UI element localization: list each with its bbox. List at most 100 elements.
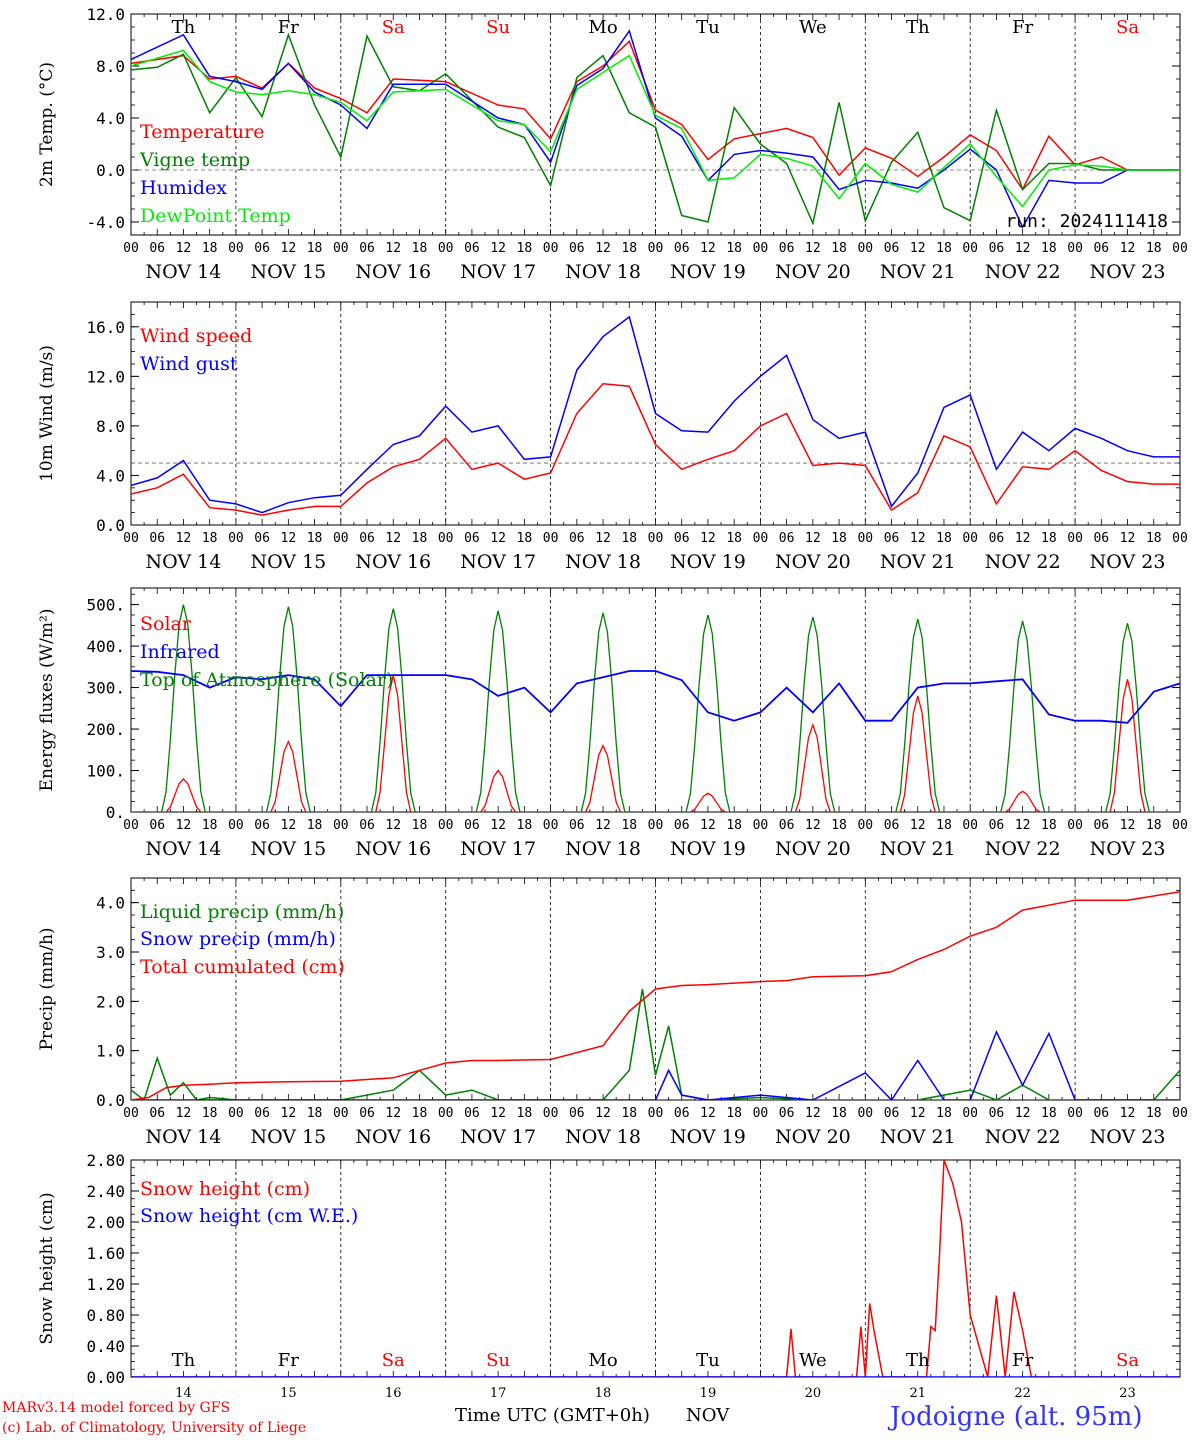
day-label: Sa: [382, 17, 405, 38]
hour-label: 06: [779, 1106, 795, 1121]
hour-label: 00: [753, 1106, 769, 1121]
hour-label: 18: [621, 241, 637, 256]
hour-label: 12: [281, 1106, 297, 1121]
liquid-precip-mm-h--series: [131, 988, 1180, 1100]
day-label: Su: [486, 1350, 510, 1371]
day-number: 21: [909, 1386, 926, 1401]
hour-label: 18: [936, 241, 952, 256]
wind-speed-series: [131, 383, 1180, 516]
hour-label: 06: [1093, 241, 1109, 256]
hour-label: 00: [123, 531, 139, 546]
y-axis-label: Snow height (cm): [37, 1192, 57, 1344]
date-label: NOV 22: [985, 1126, 1061, 1148]
y-tick-label: 12.0: [86, 5, 125, 24]
hour-label: 00: [857, 531, 873, 546]
hour-label: 18: [726, 1106, 742, 1121]
date-label: NOV 18: [565, 261, 641, 283]
y-tick-label: 0.00: [86, 1368, 125, 1387]
hour-label: 18: [1041, 531, 1057, 546]
hour-label: 00: [1172, 531, 1188, 546]
day-label: Fr: [278, 17, 299, 38]
hour-label: 00: [123, 818, 139, 833]
hour-label: 18: [831, 818, 847, 833]
y-tick-label: 0.80: [86, 1306, 125, 1325]
day-label: Th: [906, 1350, 930, 1371]
day-number: 20: [805, 1386, 822, 1401]
legend-entry: Wind gust: [140, 353, 238, 375]
hour-label: 00: [438, 531, 454, 546]
hour-label: 18: [726, 531, 742, 546]
series-group: [131, 29, 1180, 229]
hour-label: 00: [753, 531, 769, 546]
hour-label: 18: [517, 818, 533, 833]
legend-entry: Vigne temp: [139, 149, 250, 171]
hour-label: 12: [805, 531, 821, 546]
hour-label: 18: [307, 818, 323, 833]
hour-label: 12: [1120, 241, 1136, 256]
hour-label: 18: [621, 818, 637, 833]
infrared-series: [131, 670, 1180, 724]
hour-label: 18: [202, 818, 218, 833]
y-tick-label: 0.40: [86, 1337, 125, 1356]
hour-label: 18: [831, 1106, 847, 1121]
snow-precip-mm-h--series: [131, 1030, 1180, 1100]
date-label: NOV 21: [880, 261, 956, 283]
hour-label: 00: [333, 818, 349, 833]
hour-label: 12: [910, 531, 926, 546]
y-tick-label: 0.0: [96, 516, 125, 535]
hour-label: 18: [1146, 818, 1162, 833]
hour-label: 06: [1093, 1106, 1109, 1121]
hour-label: 12: [595, 1106, 611, 1121]
series-group: [131, 604, 1180, 812]
hour-label: 00: [1067, 1106, 1083, 1121]
hour-label: 18: [936, 531, 952, 546]
hour-label: 18: [307, 531, 323, 546]
y-tick-label: 4.0: [96, 109, 125, 128]
hour-label: 12: [176, 531, 192, 546]
legend-entry: Solar: [140, 613, 192, 635]
hour-label: 06: [464, 531, 480, 546]
hour-label: 12: [1120, 531, 1136, 546]
date-label: NOV 18: [565, 551, 641, 573]
hour-label: 00: [962, 241, 978, 256]
hour-label: 12: [281, 241, 297, 256]
date-label: NOV 19: [670, 838, 746, 860]
hour-label: 18: [936, 818, 952, 833]
hour-label: 12: [700, 1106, 716, 1121]
date-label: NOV 17: [460, 551, 536, 573]
date-label: NOV 19: [670, 261, 746, 283]
day-number: 18: [595, 1386, 612, 1401]
hour-label: 18: [1146, 531, 1162, 546]
date-label: NOV 21: [880, 1126, 956, 1148]
day-number: 14: [175, 1386, 192, 1401]
hour-label: 00: [1067, 531, 1083, 546]
date-label: NOV 14: [146, 551, 222, 573]
hour-label: 18: [1041, 818, 1057, 833]
date-label: NOV 20: [775, 838, 851, 860]
wind-gust-series: [131, 315, 1180, 514]
hour-label: 06: [1093, 818, 1109, 833]
legend-entry: Liquid precip (mm/h): [140, 901, 344, 923]
legend-entry: Infrared: [140, 641, 220, 663]
hour-label: 18: [517, 531, 533, 546]
hour-label: 00: [333, 531, 349, 546]
toa-solar-series: [131, 604, 1180, 812]
hour-label: 00: [438, 818, 454, 833]
date-label: NOV 20: [775, 1126, 851, 1148]
y-tick-label: 200.: [86, 720, 125, 739]
hour-label: 06: [464, 241, 480, 256]
day-label: Tu: [696, 17, 720, 38]
hour-label: 00: [543, 818, 559, 833]
date-label: NOV 16: [355, 551, 431, 573]
hour-label: 06: [464, 818, 480, 833]
hour-label: 00: [753, 818, 769, 833]
day-label: Fr: [278, 1350, 299, 1371]
day-label: Sa: [1116, 17, 1139, 38]
hour-label: 06: [779, 241, 795, 256]
day-label: Mo: [588, 1350, 617, 1371]
hour-label: 00: [1172, 818, 1188, 833]
hour-label: 06: [884, 818, 900, 833]
hour-label: 06: [1093, 531, 1109, 546]
legend-entry: Snow precip (mm/h): [140, 928, 336, 950]
